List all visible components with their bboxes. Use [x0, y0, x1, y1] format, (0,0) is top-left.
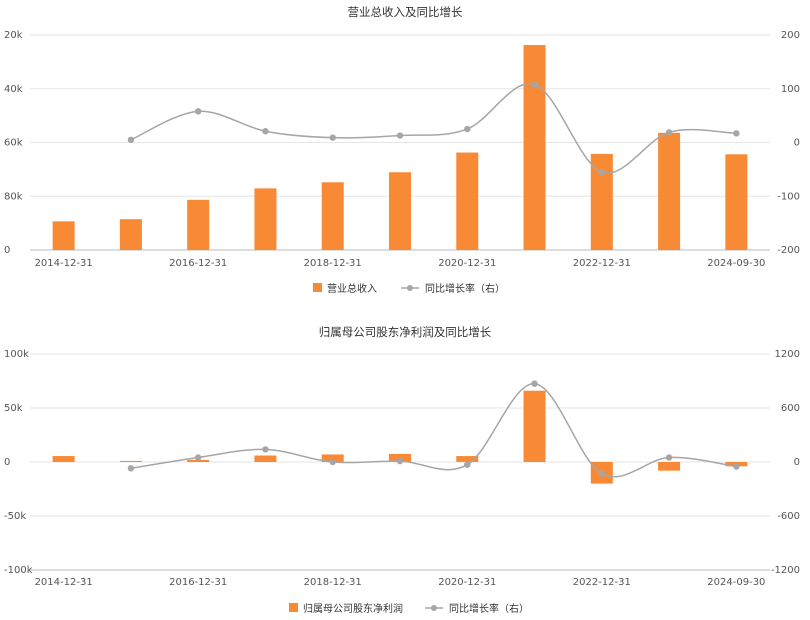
chart-title: 营业总收入及同比增长 [348, 5, 463, 19]
y-left-tick-label: -100k [4, 565, 33, 576]
bar [725, 154, 748, 250]
legend-bar-swatch [313, 283, 322, 292]
x-tick-label: 2018-12-31 [304, 577, 362, 588]
bar [187, 459, 210, 462]
bar [389, 172, 411, 250]
x-tick-label: 2020-12-31 [438, 258, 496, 269]
x-tick-label: 2020-12-31 [438, 577, 496, 588]
y-left-tick-label: 40k [4, 84, 23, 95]
y-right-tick-label: 600 [781, 403, 800, 414]
bar [254, 188, 277, 250]
chart-1: 营业总收入及同比增长 20k 200 40k 100 60k 0 80k -100 0 -200 20… [4, 5, 800, 295]
legend-line-marker [431, 605, 437, 611]
x-tick-label: 2014-12-31 [35, 577, 93, 588]
x-tick-label: 2022-12-31 [573, 258, 631, 269]
growth-point [396, 457, 404, 465]
x-tick-label: 2024-09-30 [707, 258, 765, 269]
growth-point [464, 461, 471, 468]
y-right-tick-label: -100 [777, 191, 800, 202]
y-right-tick-label: -200 [777, 245, 800, 256]
legend-bar-swatch [289, 603, 298, 612]
growth-point [598, 470, 606, 477]
growth-point [531, 380, 538, 387]
x-tick-label: 2024-09-30 [707, 577, 765, 588]
y-left-tick-label: 20k [4, 30, 23, 41]
growth-point [733, 463, 740, 470]
bar [523, 45, 546, 251]
growth-point [127, 136, 135, 144]
y-right-tick-label: 0 [794, 457, 800, 468]
growth-point [733, 130, 740, 137]
y-left-tick-label: 60k [4, 138, 23, 149]
y-right-tick-label: 100 [781, 84, 800, 95]
growth-point [598, 168, 606, 176]
legend-line-marker [407, 285, 413, 291]
y-left-tick-label: 50k [4, 403, 23, 414]
growth-point [531, 81, 538, 88]
y-left-tick-label: -50k [4, 511, 26, 522]
growth-point [464, 125, 471, 133]
x-tick-label: 2014-12-31 [35, 258, 93, 269]
growth-point [665, 129, 673, 136]
x-tick-label: 2016-12-31 [169, 577, 227, 588]
legend-line-label: 同比增长率（右） [449, 602, 529, 615]
y-left-tick-label: 0 [4, 245, 10, 256]
y-left-tick-label: 100k [4, 349, 29, 360]
bar [187, 199, 210, 250]
x-tick-label: 2022-12-31 [573, 577, 631, 588]
growth-point [194, 454, 202, 461]
bar [119, 460, 142, 462]
growth-point [396, 132, 404, 139]
bar [321, 454, 344, 462]
growth-point [329, 134, 336, 141]
y-left-tick-label: 80k [4, 191, 23, 202]
growth-point [262, 128, 269, 135]
legend-bar-label: 营业总收入 [327, 282, 377, 295]
bar [523, 390, 546, 462]
growth-point [665, 454, 673, 461]
x-tick-label: 2018-12-31 [304, 258, 362, 269]
bar [456, 456, 479, 462]
legend-bar-label: 归属母公司股东净利润 [303, 602, 403, 615]
bar [658, 462, 681, 471]
bar [52, 456, 75, 462]
bar [590, 153, 613, 250]
legend-line-label: 同比增长率（右） [425, 282, 505, 295]
x-tick-label: 2016-12-31 [169, 258, 227, 269]
y-left-tick-label: 0 [4, 457, 10, 468]
bar [456, 152, 479, 250]
growth-point [329, 458, 336, 466]
bar [321, 182, 344, 250]
bar [254, 455, 277, 462]
growth-line [130, 382, 737, 478]
chart-title: 归属母公司股东净利润及同比增长 [319, 325, 492, 339]
y-right-tick-label: -600 [777, 511, 800, 522]
growth-point [127, 465, 135, 472]
y-right-tick-label: 0 [794, 138, 800, 149]
y-right-tick-label: -1200 [771, 565, 800, 576]
bar [52, 221, 75, 250]
bar [119, 219, 142, 250]
bar [658, 132, 681, 250]
growth-point [194, 108, 202, 115]
growth-point [262, 446, 269, 453]
y-right-tick-label: 200 [781, 30, 800, 41]
y-right-tick-label: 1200 [775, 349, 800, 360]
chart-2: 归属母公司股东净利润及同比增长 100k 1200 50k 600 0 0 -50k -600 -… [4, 325, 800, 615]
growth-line [130, 82, 737, 174]
